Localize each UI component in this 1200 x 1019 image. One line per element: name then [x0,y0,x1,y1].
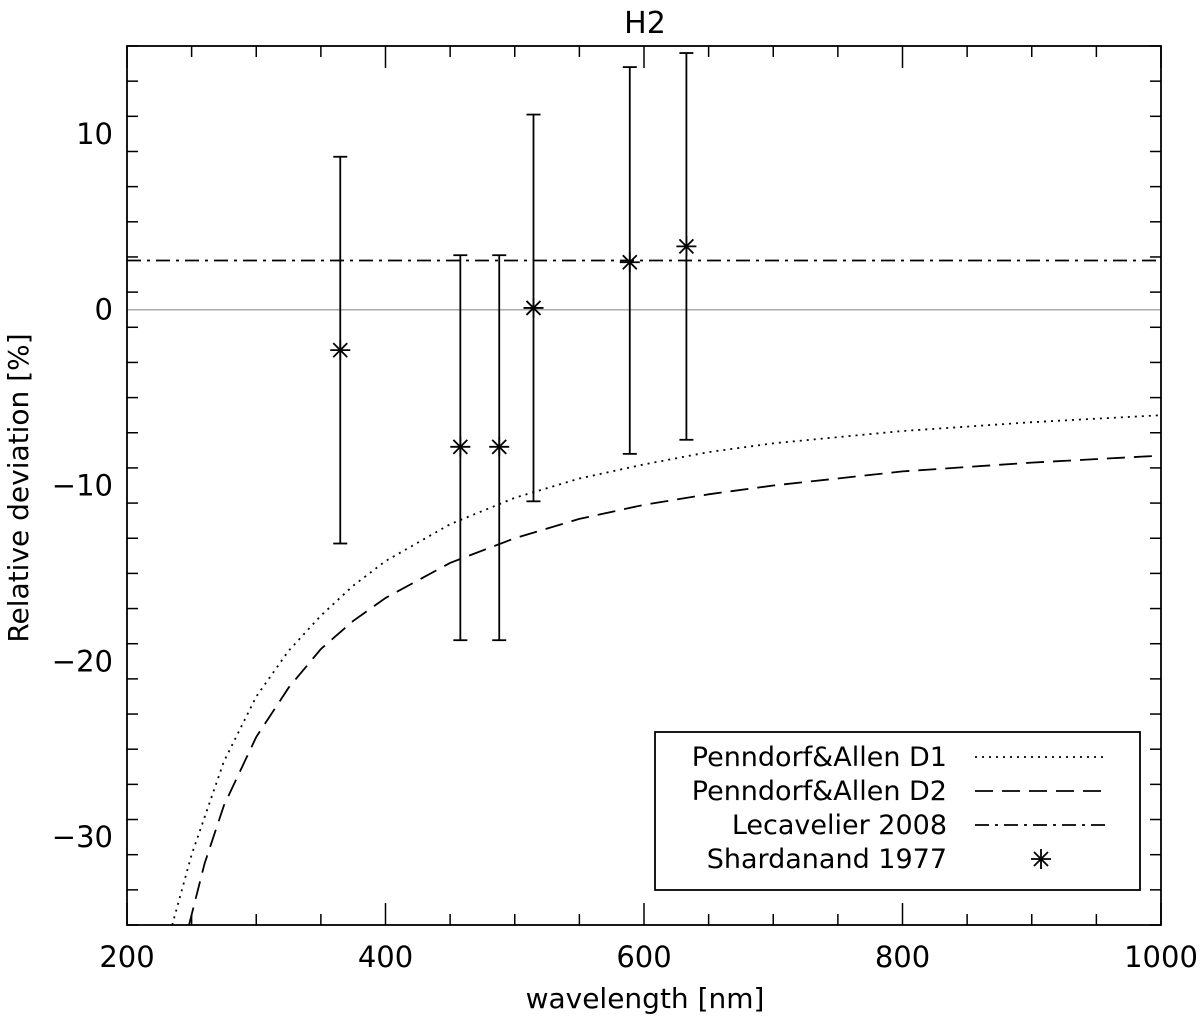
legend-label: Lecavelier 2008 [732,810,947,841]
data-point-asterisk [619,252,640,273]
y-axis-label: Relative deviation [%] [2,333,35,642]
asterisk-stroke [491,439,507,455]
legend-label: Penndorf&Allen D1 [692,742,947,773]
asterisk-stroke [622,254,638,270]
x-tick-label: 1000 [1124,940,1198,974]
x-tick-label: 200 [99,940,154,974]
x-tick-label: 400 [358,940,413,974]
chart-title: H2 [624,6,666,41]
data-point-asterisk [330,340,351,361]
y-tick-label: 10 [76,117,113,151]
x-tick-label: 800 [875,940,930,974]
y-tick-label: −30 [52,820,113,854]
series-layer [127,52,1161,925]
data-point-asterisk [489,436,510,457]
y-tick-label: −20 [52,644,113,678]
asterisk-stroke [678,238,695,255]
legend-label: Penndorf&Allen D2 [692,776,947,807]
legend-asterisk-stroke [1033,851,1049,867]
x-axis-label: wavelength [nm] [526,982,765,1015]
data-point-asterisk [676,236,697,257]
data-point-asterisk [450,436,471,457]
asterisk-stroke [525,300,542,316]
x-tick-label: 600 [616,940,671,974]
data-point-asterisk [523,297,544,318]
asterisk-stroke [332,342,348,358]
legend-box [654,731,1141,891]
axes-layer: 200 400 600 800 1000 −30 −20 −10 0 10 [52,45,1198,974]
legend-label: Shardanand 1977 [707,844,947,875]
y-tick-label: −10 [52,469,113,503]
asterisk-stroke [452,439,468,455]
y-tick-label: 0 [95,293,113,327]
series-line-dashed [188,454,1161,925]
